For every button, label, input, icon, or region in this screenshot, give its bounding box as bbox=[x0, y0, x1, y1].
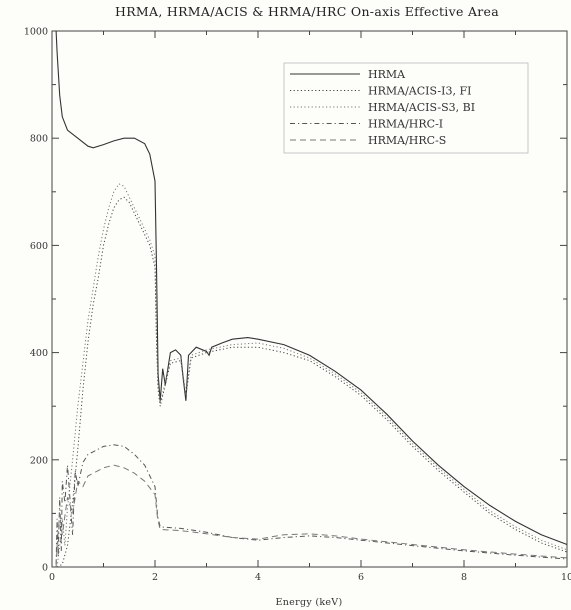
legend-label-4: HRMA/HRC-S bbox=[368, 134, 446, 147]
legend-label-0: HRMA bbox=[368, 68, 406, 81]
series-line-4 bbox=[55, 464, 568, 568]
legend-label-3: HRMA/HRC-I bbox=[368, 118, 443, 131]
chart-title: HRMA, HRMA/ACIS & HRMA/HRC On-axis Effec… bbox=[115, 4, 499, 19]
x-tick-label: 6 bbox=[358, 572, 364, 583]
y-tick-label: 800 bbox=[30, 134, 48, 145]
x-tick-label: 10 bbox=[561, 572, 571, 583]
series-line-1 bbox=[56, 196, 568, 568]
y-tick-label: 1000 bbox=[24, 27, 48, 38]
series-line-3 bbox=[55, 444, 568, 565]
y-tick-label: 400 bbox=[30, 348, 48, 359]
legend: HRMA HRMA/ACIS-I3, FI HRMA/ACIS-S3, BI HRMA… bbox=[283, 62, 529, 154]
legend-label-1: HRMA/ACIS-I3, FI bbox=[368, 85, 471, 98]
legend-label-2: HRMA/ACIS-S3, BI bbox=[368, 101, 475, 114]
y-tick-label: 600 bbox=[30, 241, 48, 252]
x-tick-label: 2 bbox=[152, 572, 158, 583]
x-tick-label: 8 bbox=[461, 572, 467, 583]
x-axis-label: Energy (keV) bbox=[276, 597, 343, 608]
y-tick-label: 0 bbox=[42, 563, 48, 574]
series-line-0 bbox=[55, 30, 568, 546]
x-tick-label: 4 bbox=[255, 572, 261, 583]
x-tick-label: 0 bbox=[49, 572, 55, 583]
y-tick-label: 200 bbox=[30, 455, 48, 466]
legend-box bbox=[283, 62, 529, 154]
series-line-2 bbox=[56, 183, 568, 568]
